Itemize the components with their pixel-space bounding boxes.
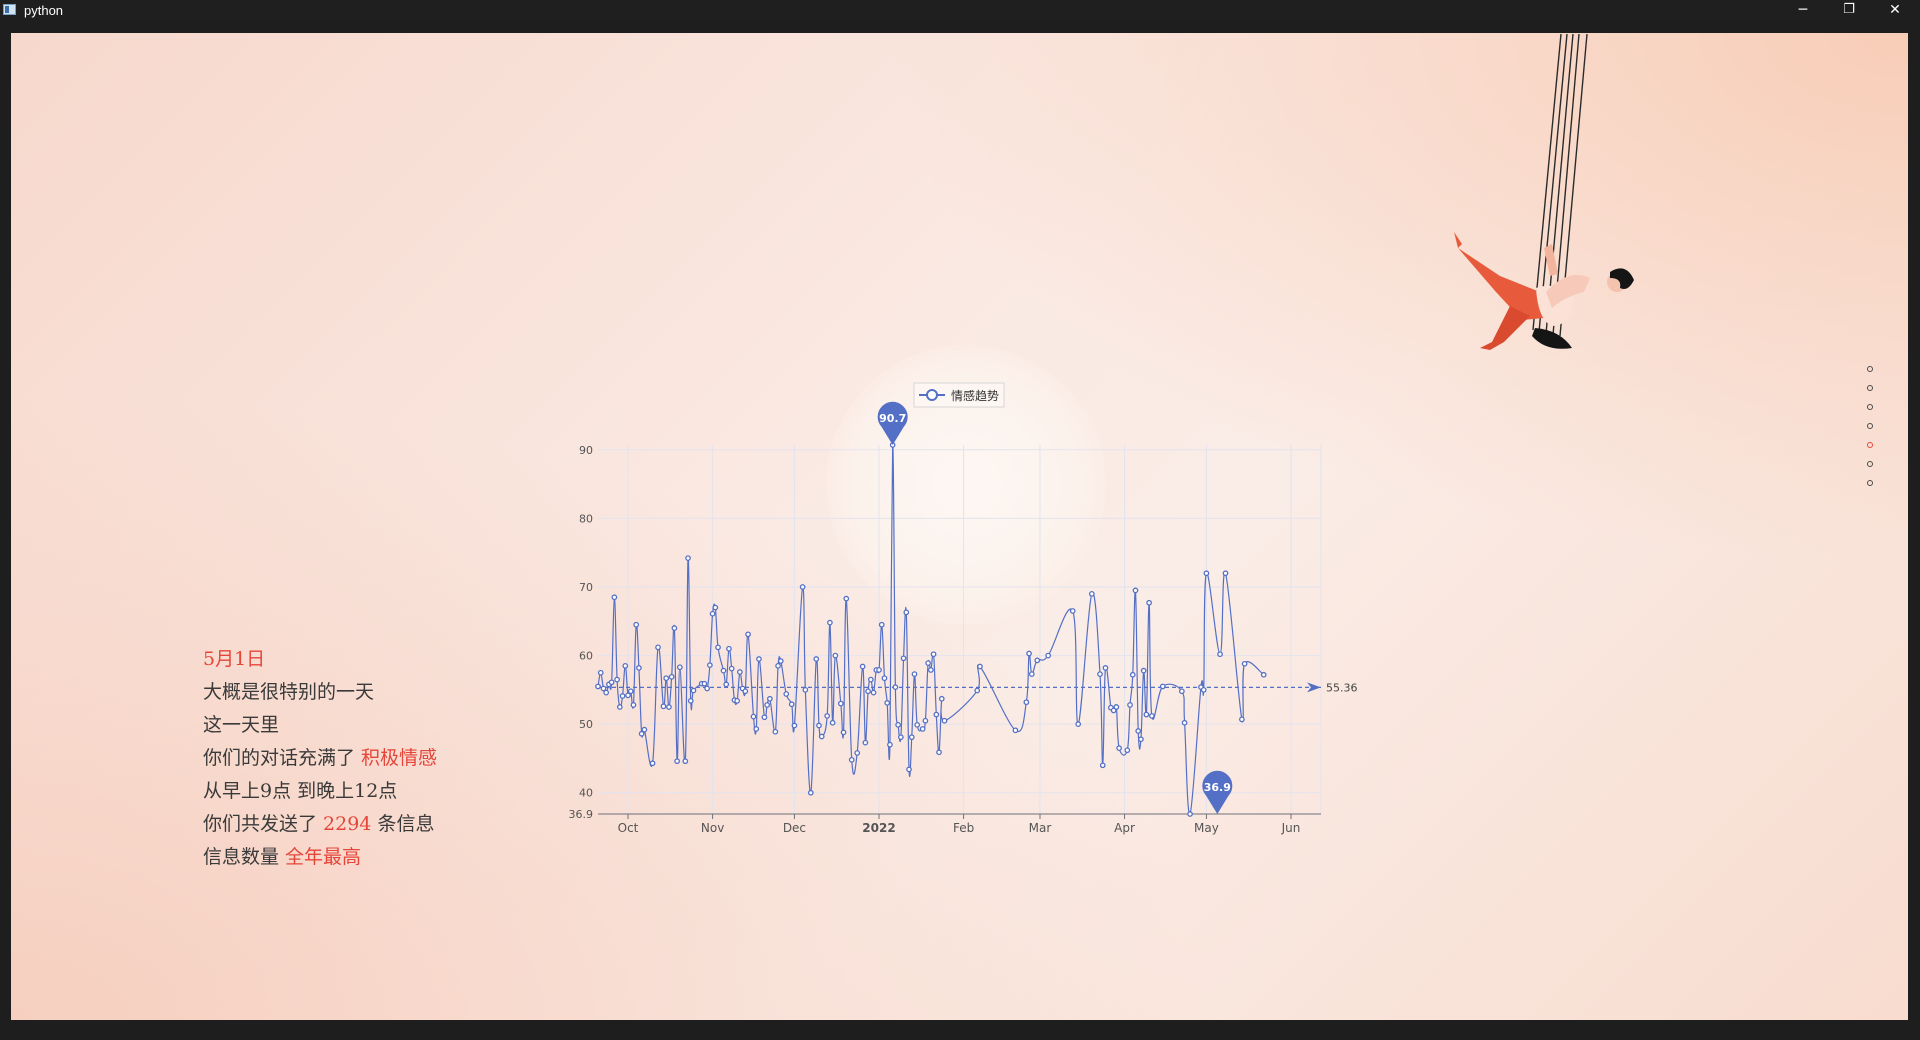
narrative-line-4: 从早上9点 到晚上12点 (203, 780, 398, 802)
page-dot-6[interactable] (1867, 461, 1873, 467)
page-dot-7[interactable] (1867, 480, 1873, 486)
narrative-line-3-prefix: 你们的对话充满了 (203, 747, 362, 769)
narrative-line-3: 你们的对话充满了 积极情感 (203, 742, 437, 775)
narrative-line-1: 大概是很特别的一天 (203, 681, 375, 703)
page-dot-4[interactable] (1867, 423, 1873, 429)
page-dot-5[interactable] (1867, 442, 1873, 448)
emotion-highlight: 积极情感 (361, 747, 438, 769)
close-button[interactable]: ✕ (1889, 2, 1901, 18)
narrative-line-6-prefix: 信息数量 (203, 846, 286, 868)
narrative-line-5: 你们共发送了 2294 条信息 (203, 808, 437, 841)
swing-girl-illustration (1454, 33, 1634, 350)
narrative-line-5-prefix: 你们共发送了 (203, 813, 324, 835)
python-app-icon (3, 4, 16, 15)
narrative-line-2: 这一天里 (203, 714, 280, 736)
narrative-date: 5月1日 (203, 648, 266, 670)
max-highlight: 全年最高 (285, 846, 362, 868)
sun-glow-decoration (826, 345, 1106, 625)
page-dot-1[interactable] (1867, 366, 1873, 372)
page-dot-2[interactable] (1867, 385, 1873, 391)
window-titlebar: python ─ ❐ ✕ (0, 0, 1920, 22)
day-narrative: 5月1日 大概是很特别的一天 这一天里 你们的对话充满了 积极情感 从早上9点 … (203, 643, 437, 874)
narrative-line-6: 信息数量 全年最高 (203, 841, 437, 874)
window-title: python (24, 3, 64, 18)
restore-button[interactable]: ❐ (1843, 2, 1855, 17)
narrative-line-5-suffix: 条信息 (371, 813, 435, 835)
page-navigation-dots (1867, 366, 1875, 499)
minimize-button[interactable]: ─ (1798, 2, 1808, 18)
message-count: 2294 (323, 813, 372, 835)
page-dot-3[interactable] (1867, 404, 1873, 410)
